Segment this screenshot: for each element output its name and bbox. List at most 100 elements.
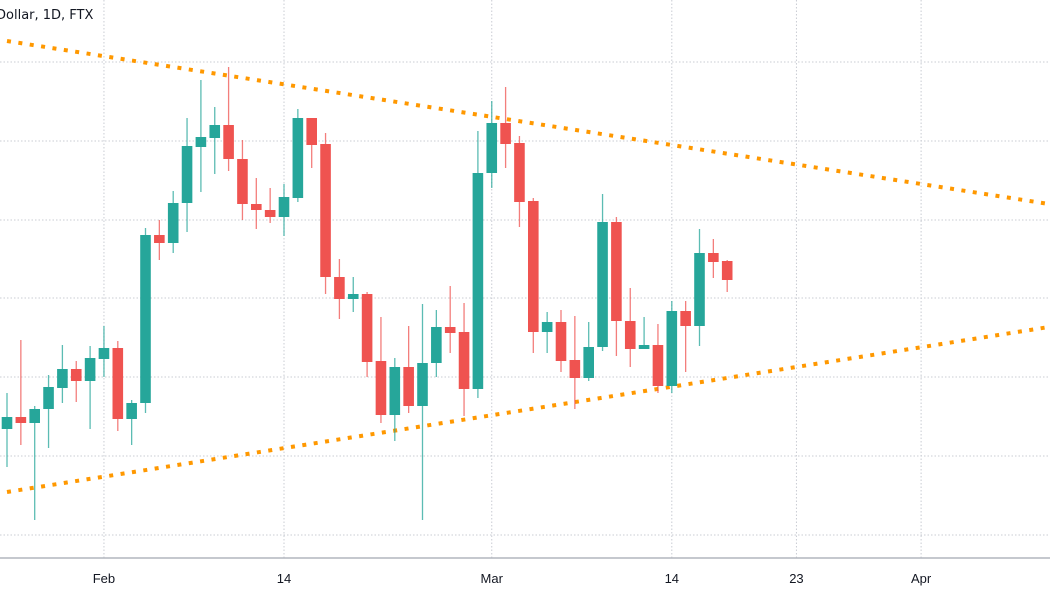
candle-up (195, 80, 207, 192)
candle-body (458, 332, 470, 389)
x-tick-label: Apr (911, 571, 932, 586)
candle-body (514, 143, 525, 202)
candle-up (486, 101, 498, 188)
trendline (6, 325, 1047, 494)
candle-body (472, 173, 484, 389)
candle-body (347, 294, 359, 299)
candle-body (528, 201, 539, 332)
candle-down (721, 260, 733, 292)
candle-body (320, 144, 331, 277)
x-tick-label: Mar (481, 571, 504, 586)
candle-body (154, 235, 165, 243)
candle-down (403, 326, 414, 413)
candle-body (209, 125, 221, 138)
candle-body (112, 348, 124, 419)
candle-up (347, 277, 359, 312)
candle-up (1, 393, 13, 467)
candle-up (666, 301, 678, 393)
x-tick-label: 14 (665, 571, 679, 586)
candle-up (541, 312, 553, 353)
candle-up (181, 118, 193, 232)
candle-body (361, 294, 373, 362)
candle-down (624, 288, 636, 367)
candle-up (472, 131, 484, 398)
candle-up (694, 229, 705, 346)
candle-body (721, 261, 733, 280)
candle-body (375, 361, 387, 415)
candle-up (278, 184, 290, 236)
candle-down (334, 259, 345, 319)
candle-down (569, 316, 581, 409)
candle-up (29, 406, 40, 520)
candle-down (154, 220, 165, 260)
x-axis[interactable]: Feb 14 Mar 14 23 Apr (93, 571, 932, 586)
candle-body (389, 367, 401, 415)
candle-down (306, 118, 317, 168)
candle-body (278, 197, 290, 217)
x-tick-label: 14 (277, 571, 291, 586)
candle-body (264, 210, 276, 217)
candle-body (98, 348, 110, 359)
candle-down (708, 239, 719, 278)
candle-up (292, 109, 304, 202)
candle-down (458, 303, 470, 416)
candle-up (638, 317, 650, 349)
candle-body (29, 409, 40, 423)
candle-body (708, 253, 719, 262)
candle-body (306, 118, 317, 145)
x-tick-label: Feb (93, 571, 115, 586)
candle-down (15, 340, 27, 445)
candle-up (417, 304, 428, 520)
candle-body (638, 345, 650, 349)
candle-up (597, 194, 608, 351)
candle-body (251, 204, 262, 210)
candle-up (167, 191, 179, 253)
x-tick-label: 23 (789, 571, 803, 586)
candle-down (375, 317, 387, 423)
candle-body (223, 125, 234, 159)
candles (1, 67, 733, 520)
candle-down (555, 310, 567, 372)
candle-down (70, 361, 82, 402)
grid (0, 0, 1050, 558)
candle-body (486, 123, 498, 173)
candle-body (292, 118, 304, 198)
candle-down (361, 292, 373, 377)
candle-body (15, 417, 27, 423)
candle-up (389, 358, 401, 441)
candle-body (555, 322, 567, 361)
candle-down (500, 87, 511, 168)
candle-body (652, 345, 664, 386)
candle-body (403, 367, 414, 406)
candle-body (126, 403, 137, 419)
candle-body (666, 311, 678, 386)
candle-body (500, 123, 511, 144)
candle-body (694, 253, 705, 326)
candle-body (334, 277, 345, 299)
chart-title: Dollar, 1D, FTX (0, 8, 94, 23)
candle-down (223, 67, 234, 171)
candle-up (57, 345, 68, 403)
candle-up (98, 326, 110, 377)
candle-down (320, 133, 331, 294)
candle-body (611, 222, 622, 321)
candle-body (569, 360, 581, 378)
candle-down (444, 286, 456, 353)
candle-body (583, 347, 594, 378)
candle-down (251, 178, 262, 229)
candle-body (431, 327, 442, 363)
candle-down (264, 188, 276, 223)
candle-body (70, 369, 82, 381)
candle-body (680, 311, 691, 326)
candle-body (195, 137, 207, 147)
candle-up (140, 228, 151, 413)
candle-up (431, 310, 442, 377)
candle-body (417, 363, 428, 406)
trendline (6, 39, 1047, 206)
candle-body (444, 327, 456, 333)
candle-down (112, 341, 124, 431)
candle-up (583, 322, 594, 381)
candle-down (237, 140, 248, 220)
candle-down (680, 301, 691, 372)
